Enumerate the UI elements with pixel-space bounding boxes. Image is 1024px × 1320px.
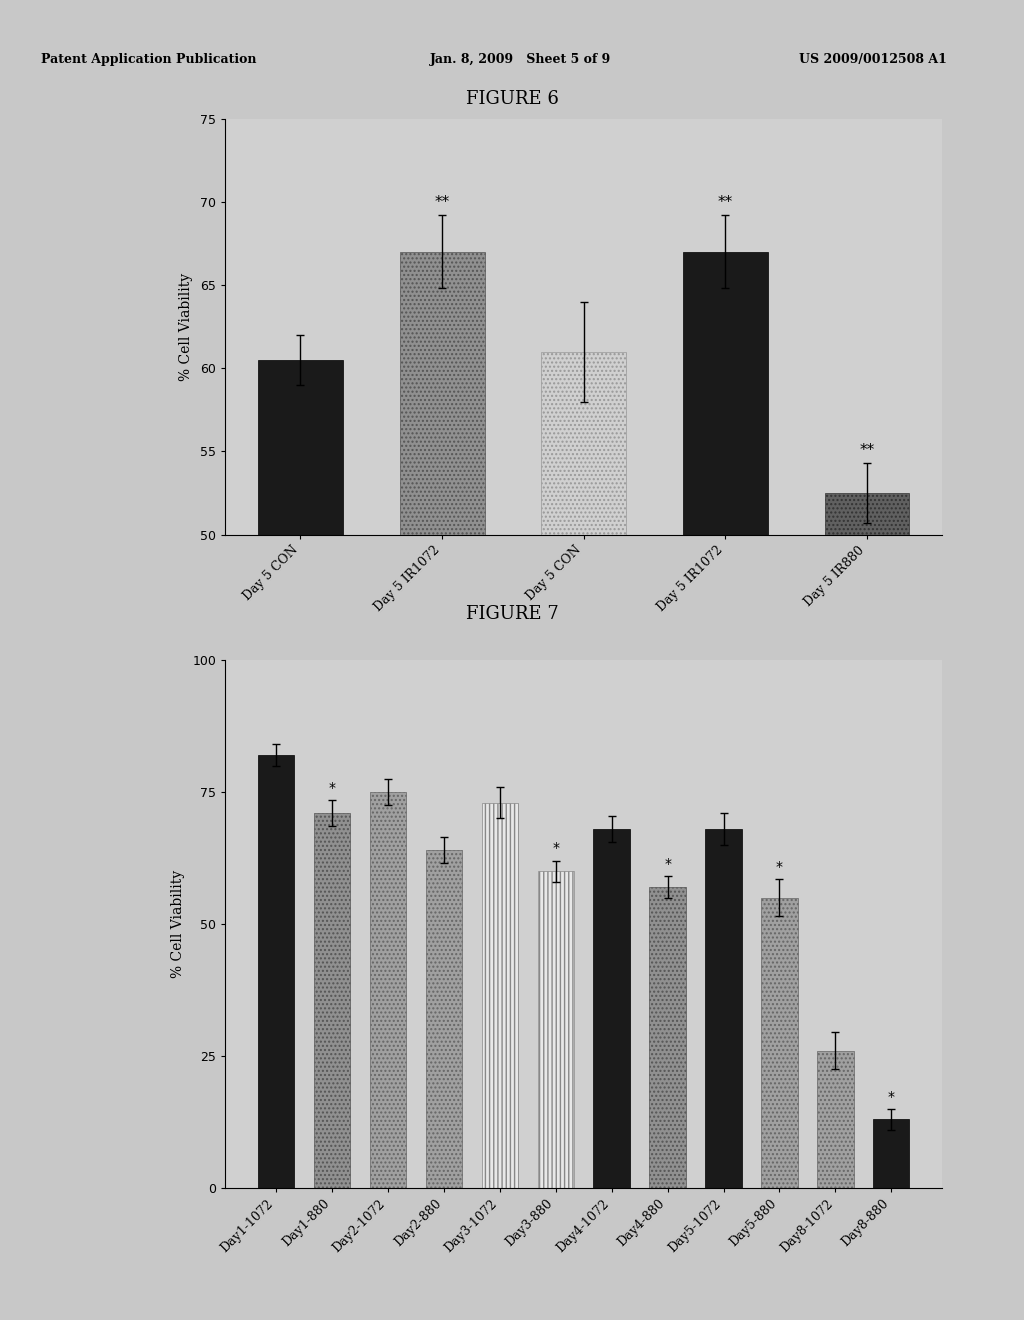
Bar [594,829,630,1188]
Bar [649,887,686,1188]
Bar [824,492,909,535]
Bar [399,252,484,535]
Bar [313,813,350,1188]
Text: US 2009/0012508 A1: US 2009/0012508 A1 [799,53,946,66]
Y-axis label: % Cell Viability: % Cell Viability [171,870,185,978]
Bar [706,829,741,1188]
Text: *: * [552,841,559,855]
Text: FIGURE 7: FIGURE 7 [466,605,558,623]
Bar [873,1119,909,1188]
Bar [683,252,768,535]
Text: *: * [776,859,783,874]
Text: FIGURE 6: FIGURE 6 [466,90,558,108]
Bar [538,871,573,1188]
Text: **: ** [434,195,450,210]
Y-axis label: % Cell Viability: % Cell Viability [179,273,194,380]
Text: Jan. 8, 2009   Sheet 5 of 9: Jan. 8, 2009 Sheet 5 of 9 [430,53,611,66]
Bar [370,792,407,1188]
Text: *: * [888,1089,895,1104]
Text: *: * [329,780,336,795]
Bar [481,803,518,1188]
Text: **: ** [859,444,874,458]
Bar [817,1051,854,1188]
Bar [426,850,462,1188]
Bar [258,755,294,1188]
Text: Patent Application Publication: Patent Application Publication [41,53,256,66]
Bar [258,360,343,535]
Bar [541,351,627,535]
Text: **: ** [718,195,733,210]
Bar [761,898,798,1188]
Text: *: * [665,857,671,871]
